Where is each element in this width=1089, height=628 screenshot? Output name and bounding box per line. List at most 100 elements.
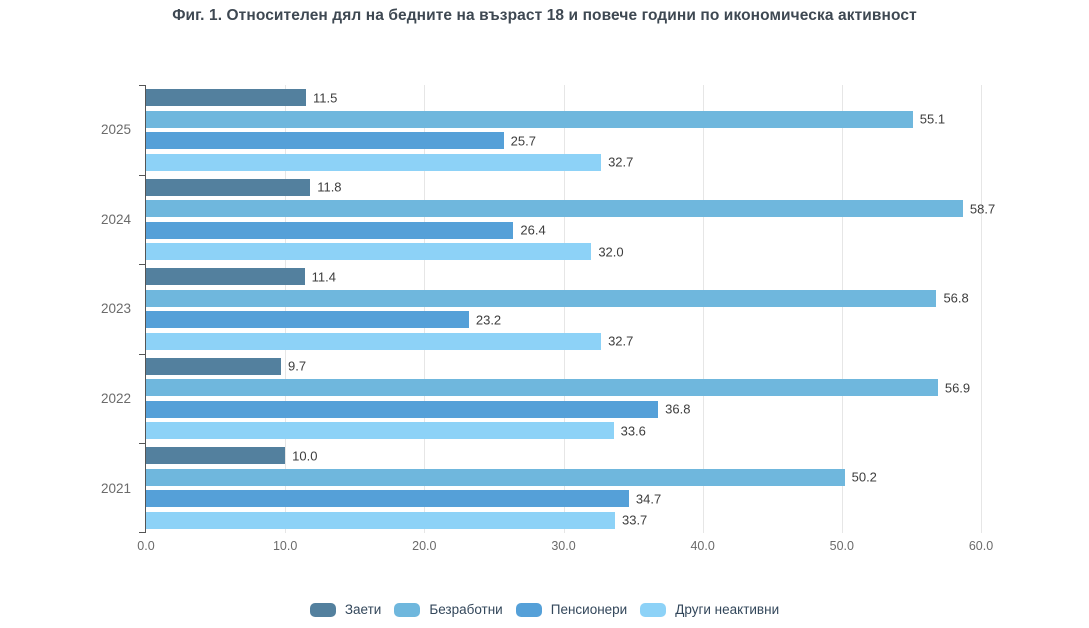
bar[interactable]	[146, 332, 602, 350]
bar[interactable]	[146, 357, 281, 375]
legend-swatch	[309, 602, 336, 617]
bar-row: 50.2	[146, 468, 981, 486]
bar-row: 9.7	[146, 357, 981, 375]
x-axis-label: 50.0	[829, 539, 854, 553]
y-axis-label: 2025	[100, 122, 131, 138]
y-axis-tick	[139, 264, 146, 266]
bar-row: 25.7	[146, 132, 981, 150]
bar[interactable]	[146, 89, 307, 107]
legend-label: Други неактивни	[675, 602, 780, 617]
bar-value-label: 33.6	[620, 423, 646, 439]
legend-item[interactable]: Заети	[309, 602, 382, 617]
legend: Заети Безработни Пенсионери Други неактивни	[0, 602, 1089, 617]
gridline	[702, 85, 704, 533]
y-axis-label: 2022	[100, 391, 131, 407]
bar-row: 11.4	[146, 268, 981, 286]
bar-value-label: 55.1	[919, 111, 946, 127]
y-axis-line	[145, 85, 146, 533]
bar-value-label: 33.7	[621, 512, 648, 528]
bar[interactable]	[146, 468, 845, 486]
bar[interactable]	[146, 268, 305, 286]
y-axis-label: 2023	[100, 301, 131, 317]
bar[interactable]	[146, 178, 311, 196]
gridline	[841, 85, 843, 533]
legend-swatch	[394, 602, 421, 617]
bar-row: 56.8	[146, 289, 981, 307]
y-axis-label: 2024	[100, 211, 131, 227]
legend-swatch	[640, 602, 667, 617]
bar-value-label: 56.9	[944, 380, 971, 396]
y-axis-tick	[139, 532, 146, 533]
bar[interactable]	[146, 200, 963, 218]
gridline	[563, 85, 565, 533]
bar-row: 10.0	[146, 447, 981, 465]
bar-value-label: 23.2	[475, 312, 502, 328]
legend-item[interactable]: Други неактивни	[640, 602, 779, 617]
bar[interactable]	[146, 110, 913, 128]
legend-label: Пенсионери	[550, 602, 628, 617]
bar-value-label: 11.8	[317, 179, 342, 195]
bar[interactable]	[146, 511, 615, 529]
y-axis-tick	[139, 174, 146, 176]
bar[interactable]	[146, 221, 514, 239]
bar[interactable]	[146, 379, 938, 397]
bar[interactable]	[146, 132, 504, 150]
bar[interactable]	[146, 490, 629, 508]
bar-row: 32.7	[146, 153, 981, 171]
gridline	[981, 85, 982, 533]
category-group: 11.4 56.8 23.2 32.7	[146, 264, 981, 354]
y-axis-labels: 2025 2024 2023 2022 2021	[0, 85, 146, 533]
bar-value-label: 34.7	[635, 491, 662, 507]
bar-value-label: 36.8	[665, 401, 691, 417]
x-axis-label: 40.0	[690, 539, 715, 553]
x-axis-label: 30.0	[551, 539, 576, 553]
category-group: 11.8 58.7 26.4 32.0	[146, 175, 995, 265]
bar-value-label: 11.4	[311, 269, 336, 285]
legend-item[interactable]: Пенсионери	[515, 602, 628, 617]
x-axis-label: 20.0	[412, 539, 437, 553]
bar-value-label: 9.7	[287, 358, 307, 374]
bar-row: 36.8	[146, 400, 981, 418]
bar-value-label: 11.5	[313, 90, 338, 106]
legend-item[interactable]: Безработни	[394, 602, 503, 617]
y-axis-tick	[139, 353, 146, 355]
gridline	[285, 85, 287, 533]
bar-row: 33.6	[146, 422, 981, 440]
category-group: 9.7 56.9 36.8 33.6	[146, 354, 981, 444]
bar-value-label: 32.7	[608, 333, 634, 349]
bar[interactable]	[146, 289, 937, 307]
bar-value-label: 50.2	[851, 469, 877, 485]
bar-row: 23.2	[146, 311, 981, 329]
legend-label: Безработни	[429, 602, 503, 617]
x-axis-label: 0.0	[137, 539, 155, 553]
chart-title: Фиг. 1. Относителен дял на бедните на въ…	[172, 7, 917, 24]
bar-row: 58.7	[146, 200, 995, 218]
y-axis-tick	[139, 443, 146, 445]
bar[interactable]	[146, 153, 602, 171]
x-axis-label: 60.0	[968, 539, 994, 553]
bar[interactable]	[146, 243, 592, 261]
bar-value-label: 26.4	[520, 222, 546, 238]
bar-value-label: 10.0	[292, 448, 318, 464]
bar-row: 34.7	[146, 490, 981, 508]
bar[interactable]	[146, 447, 286, 465]
y-axis-tick	[139, 85, 146, 86]
bar[interactable]	[146, 400, 659, 418]
bar[interactable]	[146, 311, 469, 329]
bar-groups: 11.5 55.1 25.7 32.7 11.8 58.7 26.4 32.0 11.4 56.8…	[146, 85, 995, 533]
bar-row: 32.0	[146, 243, 981, 261]
bar-row: 11.8	[146, 178, 981, 196]
bar-value-label: 25.7	[510, 133, 536, 149]
category-group: 11.5 55.1 25.7 32.7	[146, 85, 981, 175]
gridline	[424, 85, 426, 533]
bar-row: 32.7	[146, 332, 981, 350]
y-axis-label: 2021	[100, 480, 131, 496]
legend-label: Заети	[344, 602, 382, 617]
legend-swatch	[515, 602, 542, 617]
bar-row: 55.1	[146, 110, 981, 128]
bar-row: 26.4	[146, 221, 981, 239]
bar-value-label: 32.0	[598, 244, 624, 260]
bar[interactable]	[146, 422, 614, 440]
bar-row: 33.7	[146, 511, 981, 529]
